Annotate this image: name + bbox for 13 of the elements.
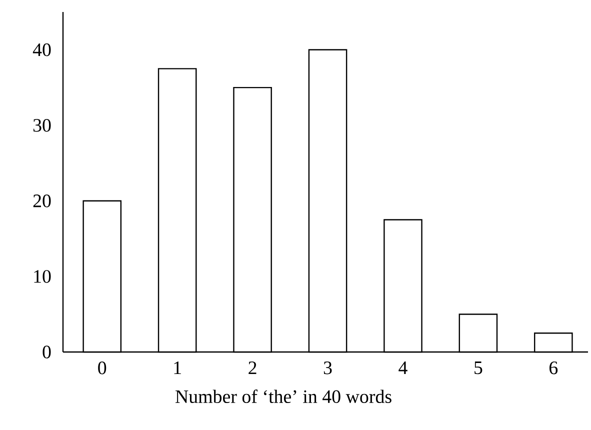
x-tick-label: 4 [398,362,408,374]
x-tick-label: 6 [549,362,558,374]
y-tick-label: 20 [33,194,51,208]
y-tick-label: 30 [33,118,51,132]
x-tick-label: 2 [248,362,256,374]
x-tick-label: 1 [174,362,181,374]
x-tick-label: 3 [324,362,332,374]
x-axis-title: Number of ‘the’ in 40 words [175,390,392,404]
y-tick-label: 40 [32,43,51,56]
x-tick-label: 5 [474,362,482,374]
y-tick-label: 0 [42,346,51,358]
y-tick-label: 10 [34,270,51,283]
x-tick-label: 0 [98,362,106,374]
